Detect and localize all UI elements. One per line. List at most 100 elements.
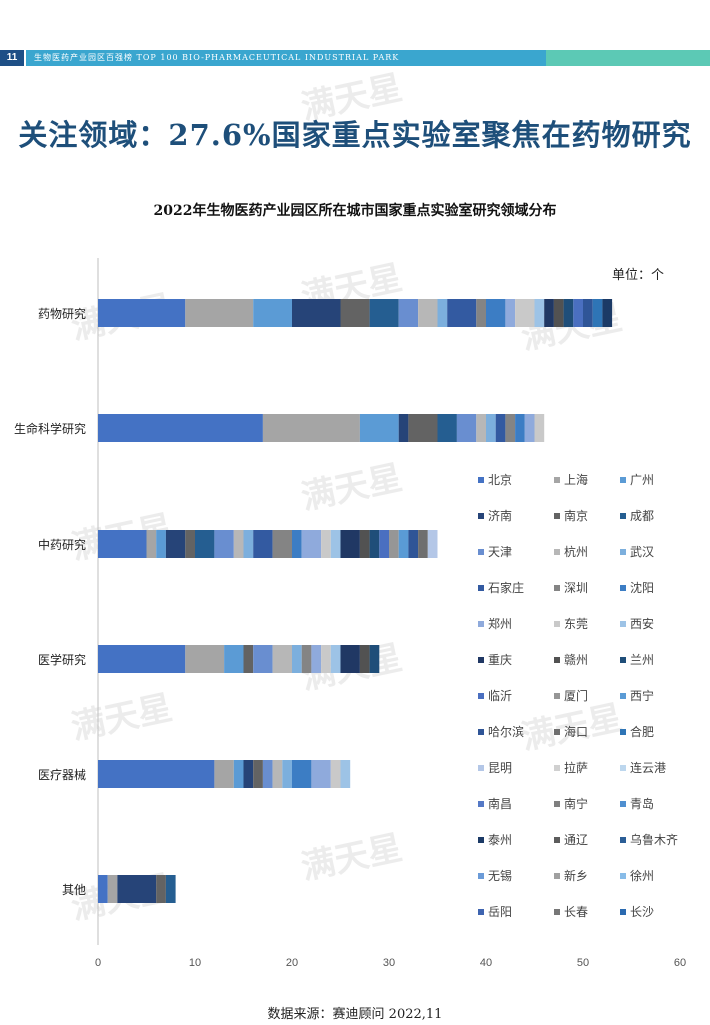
legend-swatch bbox=[554, 693, 560, 699]
bar-segment bbox=[563, 299, 574, 327]
legend-swatch bbox=[620, 477, 626, 483]
legend-label: 拉萨 bbox=[564, 760, 588, 775]
bar-segment bbox=[515, 414, 525, 442]
category-label: 医疗器械 bbox=[38, 767, 86, 782]
bar-segment bbox=[418, 299, 438, 327]
legend-label: 连云港 bbox=[630, 760, 666, 775]
bar-segment bbox=[98, 530, 147, 558]
bar-segment bbox=[340, 530, 360, 558]
source-note: 数据来源：赛迪顾问 2022,11 bbox=[267, 1007, 443, 1022]
bar-segment bbox=[195, 530, 215, 558]
bar-segment bbox=[98, 645, 186, 673]
category-label: 药物研究 bbox=[38, 306, 86, 321]
bar-segment bbox=[243, 645, 254, 673]
legend-swatch bbox=[620, 693, 626, 699]
bar-segment bbox=[272, 530, 292, 558]
banner-text: 生物医药产业园区百强榜 TOP 100 BIO-PHARMACEUTICAL I… bbox=[26, 50, 546, 66]
bar-segment bbox=[98, 414, 263, 442]
bar-segment bbox=[340, 299, 370, 327]
banner-accent bbox=[546, 50, 710, 66]
bar-segment bbox=[282, 760, 292, 788]
x-tick-label: 30 bbox=[383, 957, 395, 969]
legend-swatch bbox=[620, 765, 626, 771]
bar-segment bbox=[369, 645, 380, 673]
legend-swatch bbox=[554, 477, 560, 483]
legend-swatch bbox=[478, 765, 484, 771]
category-label: 生命科学研究 bbox=[14, 421, 86, 436]
bar-segment bbox=[292, 760, 312, 788]
legend-label: 深圳 bbox=[564, 581, 588, 595]
legend-swatch bbox=[554, 621, 560, 627]
legend-label: 武汉 bbox=[630, 545, 654, 559]
legend-swatch bbox=[554, 549, 560, 555]
legend-label: 天津 bbox=[488, 545, 512, 559]
legend-label: 通辽 bbox=[564, 833, 588, 847]
legend-swatch bbox=[478, 693, 484, 699]
bar-segment bbox=[359, 530, 370, 558]
bar-segment bbox=[253, 645, 273, 673]
legend-label: 徐州 bbox=[630, 868, 654, 883]
legend-label: 东莞 bbox=[564, 617, 588, 631]
category-label: 其他 bbox=[62, 883, 86, 897]
legend-swatch bbox=[478, 801, 484, 807]
x-tick-label: 60 bbox=[674, 957, 686, 969]
category-label: 医学研究 bbox=[38, 652, 86, 667]
bar-segment bbox=[185, 299, 254, 327]
legend-swatch bbox=[620, 657, 626, 663]
x-tick-label: 0 bbox=[95, 957, 101, 969]
legend-label: 新乡 bbox=[564, 868, 588, 883]
bar-segment bbox=[253, 299, 292, 327]
bar-segment bbox=[292, 645, 302, 673]
legend-swatch bbox=[620, 837, 626, 843]
legend-label: 济南 bbox=[488, 508, 512, 523]
bar-segment bbox=[311, 760, 331, 788]
legend-label: 南宁 bbox=[564, 796, 588, 811]
legend-swatch bbox=[478, 549, 484, 555]
legend-label: 合肥 bbox=[630, 724, 654, 739]
bar-segment bbox=[330, 760, 341, 788]
bar-segment bbox=[253, 760, 263, 788]
legend-swatch bbox=[620, 729, 626, 735]
bar-segment bbox=[243, 530, 254, 558]
bar-segment bbox=[447, 299, 477, 327]
legend-label: 北京 bbox=[488, 473, 512, 487]
legend-swatch bbox=[554, 909, 560, 915]
bar-segment bbox=[495, 414, 506, 442]
legend-swatch bbox=[620, 513, 626, 519]
bar-segment bbox=[359, 414, 399, 442]
x-tick-label: 50 bbox=[577, 957, 589, 969]
legend-swatch bbox=[620, 621, 626, 627]
bar-segment bbox=[408, 530, 419, 558]
legend-swatch bbox=[554, 837, 560, 843]
legend-swatch bbox=[620, 801, 626, 807]
bar-segment bbox=[292, 530, 302, 558]
bar-segment bbox=[165, 530, 186, 558]
legend-label: 西安 bbox=[630, 616, 654, 631]
bar-segment bbox=[369, 299, 399, 327]
bar-segment bbox=[505, 414, 516, 442]
category-label: 中药研究 bbox=[38, 537, 86, 552]
bar-segment bbox=[292, 299, 341, 327]
bar-segment bbox=[408, 414, 438, 442]
legend-label: 岳阳 bbox=[488, 905, 512, 919]
legend-label: 郑州 bbox=[488, 616, 512, 631]
bar-segment bbox=[98, 760, 215, 788]
legend-swatch bbox=[620, 549, 626, 555]
legend-label: 乌鲁木齐 bbox=[630, 832, 678, 847]
bar-segment bbox=[98, 299, 186, 327]
legend-swatch bbox=[554, 513, 560, 519]
legend-swatch bbox=[554, 657, 560, 663]
legend-label: 广州 bbox=[630, 473, 654, 487]
legend-swatch bbox=[478, 837, 484, 843]
bar-segment bbox=[418, 530, 428, 558]
legend-swatch bbox=[478, 909, 484, 915]
bar-segment bbox=[379, 530, 389, 558]
legend-swatch bbox=[478, 585, 484, 591]
legend-label: 上海 bbox=[564, 472, 588, 487]
bar-segment bbox=[321, 530, 331, 558]
bar-segment bbox=[486, 299, 506, 327]
bar-segment bbox=[553, 299, 564, 327]
legend-swatch bbox=[478, 513, 484, 519]
page-number: 11 bbox=[0, 50, 24, 66]
bar-segment bbox=[146, 530, 157, 558]
